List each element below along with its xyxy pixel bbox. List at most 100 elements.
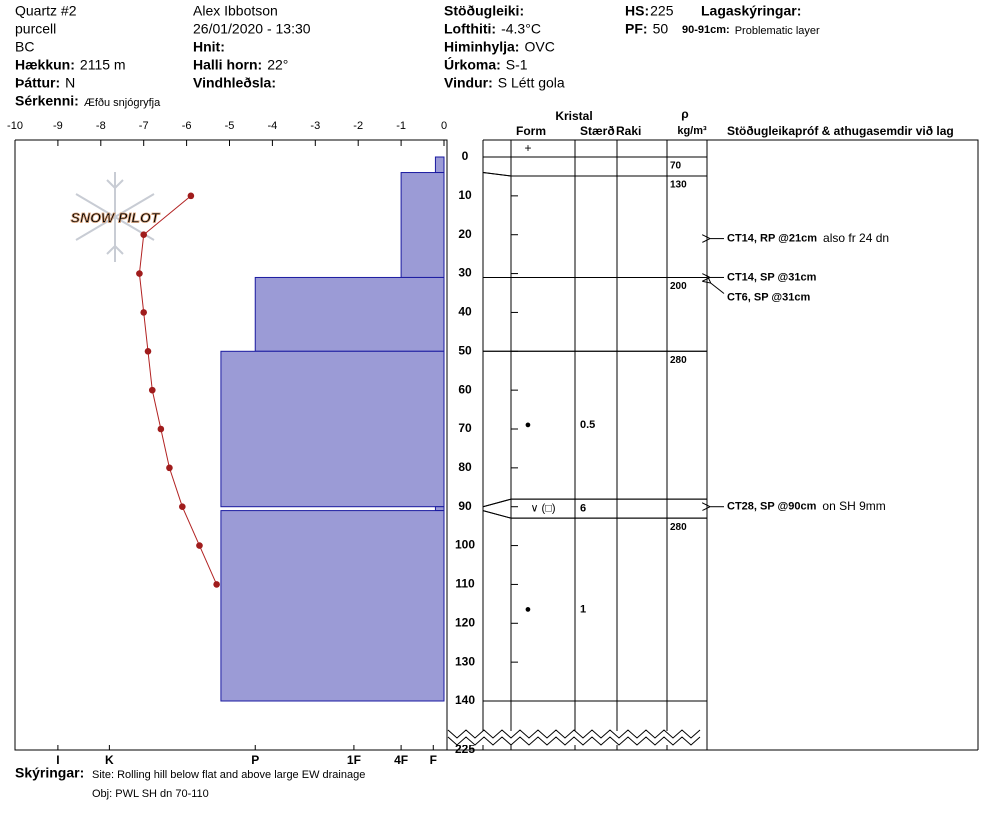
header-value: 225 [650, 3, 674, 19]
grain-form: ● [525, 603, 532, 615]
footer-label: Skýringar: [15, 765, 84, 781]
footer-line: Obj: PWL SH dn 70-110 [92, 788, 209, 800]
x-tick-label: -8 [96, 120, 106, 132]
hardness-tick-label: F [430, 753, 437, 767]
y-tick-label: 130 [455, 654, 475, 668]
hardness-bar [254, 276, 445, 352]
temperature-point [213, 581, 220, 588]
header-label: HS: [625, 3, 649, 19]
hs-tick-label: 225 [455, 742, 475, 756]
y-tick-label: 40 [458, 305, 472, 319]
header-label: Hnit: [193, 39, 225, 55]
header-value: OVC [524, 39, 554, 55]
header-label: Stöðugleiki: [444, 3, 524, 19]
temperature-point [166, 464, 173, 472]
test-note: on SH 9mm [822, 499, 885, 513]
y-tick-label: 140 [455, 693, 475, 707]
header-value: S-1 [506, 57, 528, 73]
header-label: PF: [625, 21, 648, 37]
header-label: Himinhylja: [444, 39, 519, 55]
test-result: CT28, SP @90cm [727, 501, 817, 513]
footer-line: Site: Rolling hill below flat and above … [92, 769, 365, 781]
hardness-bar [434, 156, 445, 174]
x-tick-label: -3 [310, 120, 320, 132]
col-header: kg/m³ [677, 125, 707, 137]
col-header: Kristal [555, 109, 592, 123]
test-result: CT14, SP @31cm [727, 271, 817, 283]
hardness-bar [400, 172, 445, 278]
header-label: Lagaskýringar: [701, 3, 801, 19]
hardness-tick-label: 1F [347, 753, 361, 767]
density: 200 [670, 281, 687, 292]
grain-size: 1 [580, 603, 586, 615]
temperature-point [136, 270, 143, 277]
y-tick-label: 90 [458, 499, 472, 513]
header-value: 22° [267, 57, 288, 73]
hardness-bar [220, 350, 445, 508]
temperature-point [144, 347, 152, 355]
x-tick-label: -1 [396, 120, 406, 132]
y-tick-label: 110 [455, 577, 475, 591]
header-label: Vindhleðsla: [193, 75, 276, 91]
header-label: Hækkun: [15, 57, 75, 73]
test-result: CT14, RP @21cm [727, 233, 817, 245]
header-value: 50 [653, 21, 669, 37]
density: 130 [670, 180, 687, 191]
y-tick-label: 70 [458, 421, 472, 435]
y-tick-label: 100 [455, 538, 475, 552]
col-header: ρ [681, 107, 688, 121]
y-tick-label: 10 [458, 188, 472, 202]
grain-size: 0.5 [580, 419, 595, 431]
hardness-tick-label: K [105, 753, 114, 767]
temperature-point [187, 192, 195, 200]
header-value: N [65, 75, 75, 91]
y-tick-label: 20 [458, 227, 472, 241]
depth-break [447, 729, 706, 746]
header-label: Halli horn: [193, 57, 262, 73]
layer-connector [482, 510, 512, 519]
density: 70 [670, 161, 682, 172]
y-tick-label: 80 [458, 460, 472, 474]
hardness-tick-label: I [56, 753, 59, 767]
header-label: Vindur: [444, 75, 493, 91]
header-label: Úrkoma: [444, 56, 501, 73]
header-text: BC [15, 39, 34, 55]
x-tick-label: -4 [268, 120, 278, 132]
col-header: Form [516, 124, 546, 138]
header-value: Problematic layer [735, 25, 820, 37]
hardness-tick-label: P [251, 753, 259, 767]
layer-connector [482, 172, 512, 177]
header-label: Lofthiti: [444, 21, 496, 37]
temperature-point [157, 425, 165, 433]
y-tick-label: 120 [455, 615, 475, 629]
temperature-point [140, 309, 147, 316]
logo-snowflake [75, 172, 155, 262]
test-note: also fr 24 dn [823, 231, 889, 245]
x-tick-label: -6 [182, 120, 192, 132]
temperature-point [148, 386, 156, 394]
header-value: Æfðu snjógryfja [84, 97, 161, 109]
header-value: S Létt gola [498, 75, 565, 91]
grain-form: ∨ (□) [530, 503, 555, 515]
layer-connector [482, 498, 512, 508]
x-tick-label: -5 [225, 120, 235, 132]
x-tick-label: -10 [7, 120, 23, 132]
density: 280 [670, 522, 687, 533]
temperature-point [196, 542, 203, 549]
grain-size: 6 [580, 503, 586, 515]
test-arrow [710, 282, 725, 294]
header-text: 26/01/2020 - 13:30 [193, 21, 311, 37]
temperature-point [140, 231, 147, 239]
header-label: Þáttur: [15, 75, 60, 91]
header-value: -4.3°C [501, 21, 541, 37]
header-label: 90-91cm: [682, 24, 730, 36]
y-tick-label: 0 [462, 149, 469, 163]
header-text: Alex Ibbotson [193, 3, 278, 19]
header-text: purcell [15, 21, 56, 37]
plot-frame [14, 139, 979, 751]
density: 280 [670, 355, 687, 366]
hardness-bar [220, 510, 445, 702]
temperature-point [179, 503, 186, 511]
